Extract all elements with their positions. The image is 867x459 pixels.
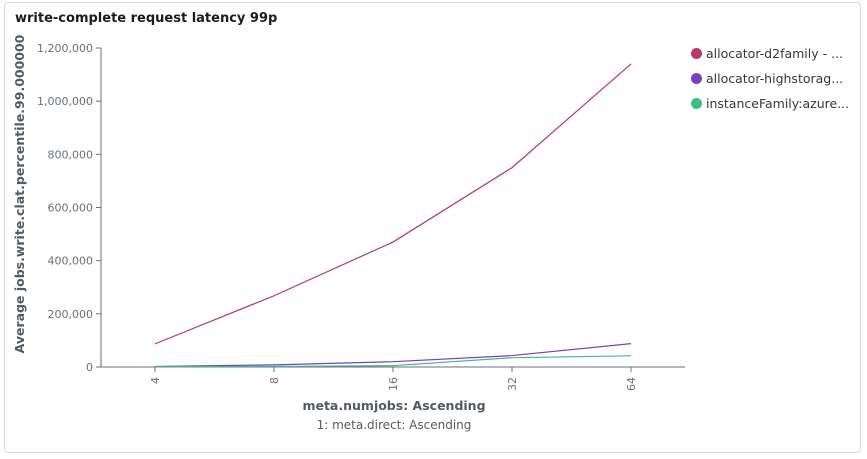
series-line-1[interactable] (154, 63, 632, 345)
x-tick-label: 16 (387, 377, 400, 391)
x-tick-label: 32 (506, 377, 519, 391)
series-color-dot (691, 73, 702, 84)
x-axis-title: meta.numjobs: Ascending (302, 398, 485, 413)
legend: allocator-d2family - ... allocator-highs… (691, 41, 856, 116)
y-tick-label: 0 (86, 361, 93, 374)
y-tick-label: 800,000 (48, 148, 94, 161)
x-axis-subtitle: 1: meta.direct: Ascending (317, 418, 472, 432)
legend-item-instancefamily[interactable]: instanceFamily:azure... (691, 91, 856, 116)
chart-title: write-complete request latency 99p (15, 11, 278, 26)
x-tick-label: 64 (625, 377, 638, 391)
y-axis-title: Average jobs.write.clat.percentile.99.00… (12, 34, 27, 353)
x-tick-label: 4 (149, 377, 162, 384)
legend-label: allocator-highstorag... (706, 71, 844, 86)
legend-item-d2family[interactable]: allocator-d2family - ... (691, 41, 856, 66)
y-axis: 0 200,000 400,000 600,000 800,000 1,000,000 1,… (37, 42, 102, 374)
series-lines (154, 63, 632, 368)
series-color-dot (691, 48, 702, 59)
legend-label: instanceFamily:azure... (706, 96, 850, 111)
x-axis: 4 8 16 32 64 (101, 366, 685, 391)
series-color-dot (691, 98, 702, 109)
visualization-panel: write-complete request latency 99p 0 200,… (4, 2, 861, 453)
legend-item-highstorage[interactable]: allocator-highstorag... (691, 66, 856, 91)
x-tick-label: 8 (268, 377, 281, 384)
y-tick-label: 1,000,000 (37, 95, 93, 108)
line-chart: 0 200,000 400,000 600,000 800,000 1,000,000 1,… (12, 34, 685, 432)
y-tick-label: 200,000 (48, 308, 94, 321)
legend-label: allocator-d2family - ... (706, 46, 844, 61)
y-tick-label: 600,000 (48, 202, 94, 215)
y-tick-label: 400,000 (48, 255, 94, 268)
series-line-2[interactable] (154, 343, 632, 368)
y-tick-label: 1,200,000 (37, 42, 93, 55)
